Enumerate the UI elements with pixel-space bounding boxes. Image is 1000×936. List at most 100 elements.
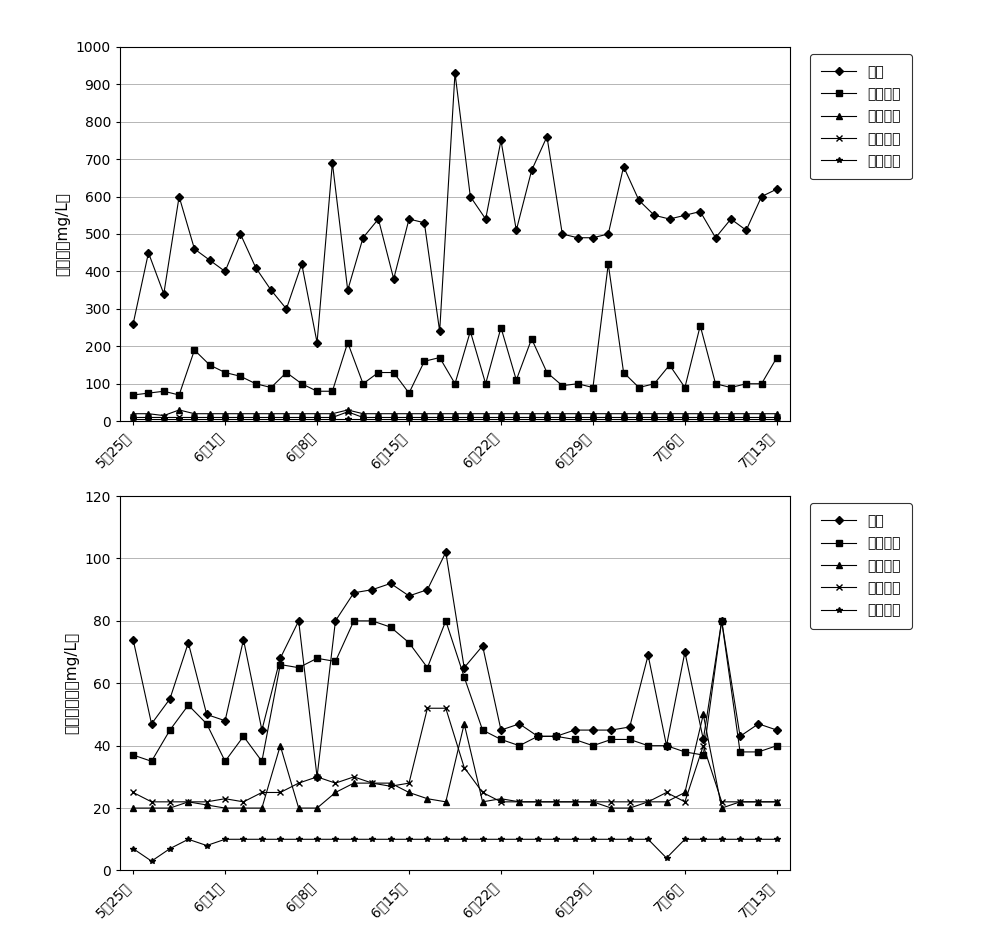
沙滤出水	[664, 414, 676, 425]
沙滤出水	[293, 834, 305, 845]
气浮出水	[679, 382, 691, 393]
一级生化	[556, 408, 568, 419]
沙滤出水	[326, 414, 338, 425]
来水	[510, 225, 522, 236]
来水	[477, 640, 489, 651]
二级生化	[449, 412, 461, 423]
来水	[182, 637, 194, 649]
来水	[280, 303, 292, 314]
二级生化	[464, 412, 476, 423]
沙滤出水	[357, 414, 369, 425]
气浮出水	[587, 740, 599, 752]
一级生化	[342, 404, 354, 416]
气浮出水	[296, 378, 308, 389]
沙滤出水	[710, 414, 722, 425]
来水	[357, 232, 369, 243]
气浮出水	[256, 755, 268, 767]
一级生化	[296, 408, 308, 419]
Legend: 来水, 气浮出水, 一级生化, 二级生化, 沙滤出水: 来水, 气浮出水, 一级生化, 二级生化, 沙滤出水	[810, 503, 912, 629]
气浮出水	[219, 755, 231, 767]
气浮出水	[771, 740, 783, 752]
二级生化	[250, 412, 262, 423]
气浮出水	[164, 724, 176, 736]
沙滤出水	[403, 414, 415, 425]
来水	[605, 724, 617, 736]
二级生化	[572, 412, 584, 423]
沙滤出水	[716, 834, 728, 845]
来水	[495, 724, 507, 736]
一级生化	[624, 802, 636, 813]
沙滤出水	[458, 834, 470, 845]
沙滤出水	[366, 834, 378, 845]
来水	[329, 615, 341, 626]
二级生化	[458, 762, 470, 773]
沙滤出水	[201, 840, 213, 851]
来水	[679, 647, 691, 658]
来水	[550, 731, 562, 742]
气浮出水	[679, 746, 691, 757]
一级生化	[679, 787, 691, 798]
气浮出水	[366, 615, 378, 626]
一级生化	[664, 408, 676, 419]
沙滤出水	[256, 834, 268, 845]
二级生化	[664, 412, 676, 423]
气浮出水	[219, 367, 231, 378]
气浮出水	[326, 386, 338, 397]
气浮出水	[182, 699, 194, 710]
气浮出水	[697, 750, 709, 761]
沙滤出水	[182, 834, 194, 845]
Line: 气浮出水: 气浮出水	[130, 261, 780, 398]
来水	[624, 722, 636, 733]
一级生化	[587, 408, 599, 419]
来水	[648, 210, 660, 221]
沙滤出水	[440, 834, 452, 845]
沙滤出水	[250, 414, 262, 425]
气浮出水	[421, 662, 433, 673]
二级生化	[716, 797, 728, 808]
来水	[513, 718, 525, 729]
沙滤出水	[694, 414, 706, 425]
沙滤出水	[342, 414, 354, 425]
一级生化	[385, 778, 397, 789]
沙滤出水	[127, 843, 139, 855]
来水	[219, 715, 231, 726]
二级生化	[771, 412, 783, 423]
一级生化	[256, 802, 268, 813]
沙滤出水	[329, 834, 341, 845]
Line: 沙滤出水: 沙滤出水	[130, 837, 780, 864]
沙滤出水	[219, 834, 231, 845]
沙滤出水	[296, 414, 308, 425]
气浮出水	[480, 378, 492, 389]
来水	[587, 232, 599, 243]
沙滤出水	[237, 834, 249, 845]
二级生化	[219, 793, 231, 804]
二级生化	[697, 740, 709, 752]
二级生化	[740, 412, 752, 423]
一级生化	[458, 718, 470, 729]
沙滤出水	[158, 414, 170, 425]
二级生化	[274, 787, 286, 798]
气浮出水	[532, 731, 544, 742]
一级生化	[550, 797, 562, 808]
沙滤出水	[385, 834, 397, 845]
来水	[388, 273, 400, 285]
二级生化	[526, 412, 538, 423]
一级生化	[569, 797, 581, 808]
气浮出水	[495, 734, 507, 745]
气浮出水	[403, 388, 415, 399]
气浮出水	[418, 356, 430, 367]
气浮出水	[293, 662, 305, 673]
Legend: 来水, 气浮出水, 一级生化, 二级生化, 沙滤出水: 来水, 气浮出水, 一级生化, 二级生化, 沙滤出水	[810, 53, 912, 180]
一级生化	[293, 802, 305, 813]
来水	[311, 771, 323, 782]
一级生化	[142, 408, 154, 419]
一级生化	[372, 408, 384, 419]
来水	[697, 734, 709, 745]
来水	[480, 213, 492, 225]
二级生化	[418, 412, 430, 423]
一级生化	[771, 408, 783, 419]
来水	[164, 694, 176, 705]
一级生化	[348, 778, 360, 789]
气浮出水	[311, 386, 323, 397]
二级生化	[495, 412, 507, 423]
